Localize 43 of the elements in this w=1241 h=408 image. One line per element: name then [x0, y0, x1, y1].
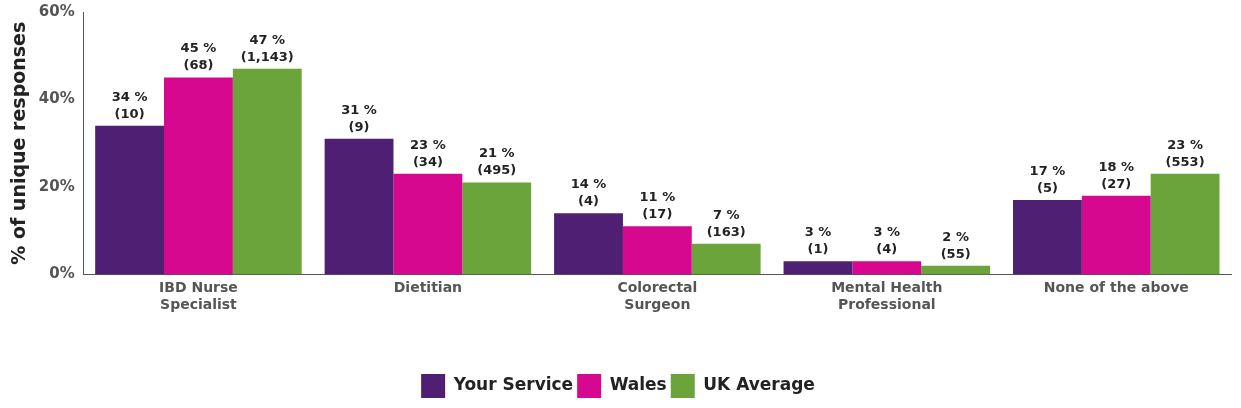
bar — [783, 261, 853, 275]
data-label: 31 % (9) — [341, 101, 377, 134]
bar — [1081, 195, 1151, 275]
y-tick-label: 60% — [38, 1, 75, 20]
y-tick-label: 20% — [38, 176, 75, 195]
data-label: 3 % (4) — [873, 224, 901, 257]
bar — [921, 265, 991, 275]
y-tick-label: 0% — [49, 264, 75, 283]
data-label: 23 % (34) — [410, 136, 446, 169]
x-tick-label: None of the above — [1043, 279, 1189, 296]
bar — [164, 77, 233, 275]
y-axis-title: % of unique responses — [7, 21, 30, 265]
data-label: 18 % (27) — [1098, 158, 1135, 191]
y-tick-label: 40% — [38, 89, 75, 108]
data-label: 17 % (5) — [1029, 162, 1066, 195]
legend-label: UK Average — [703, 374, 815, 395]
bar — [393, 173, 463, 275]
data-label: 34 % (10) — [111, 88, 148, 121]
x-tick-label: Colorectal Surgeon — [617, 279, 698, 313]
bar — [554, 213, 623, 275]
bar — [691, 243, 761, 275]
x-tick-label: Mental Health Professional — [831, 279, 943, 313]
data-label: 23 % (553) — [1165, 136, 1205, 169]
bar — [232, 68, 302, 275]
bar — [622, 226, 692, 275]
data-label: 47 % (1,143) — [240, 31, 294, 64]
data-label: 11 % (17) — [639, 189, 676, 222]
bar — [324, 138, 394, 275]
bar — [462, 182, 532, 275]
data-label: 45 % (68) — [180, 40, 217, 73]
bar — [95, 125, 165, 275]
bar — [852, 261, 922, 275]
data-label: 21 % (495) — [477, 145, 517, 178]
legend-label: Your Service — [452, 374, 574, 395]
x-tick-label: Dietitian — [393, 279, 463, 296]
data-label: 3 % (1) — [804, 224, 832, 257]
bar — [1150, 173, 1220, 275]
data-label: 14 % (4) — [570, 176, 607, 209]
legend-label: Wales — [609, 374, 667, 395]
data-label: 2 % (55) — [940, 228, 971, 261]
x-tick-label: IBD Nurse Specialist — [159, 279, 238, 313]
data-label: 7 % (163) — [706, 206, 746, 239]
bar — [1013, 200, 1082, 275]
